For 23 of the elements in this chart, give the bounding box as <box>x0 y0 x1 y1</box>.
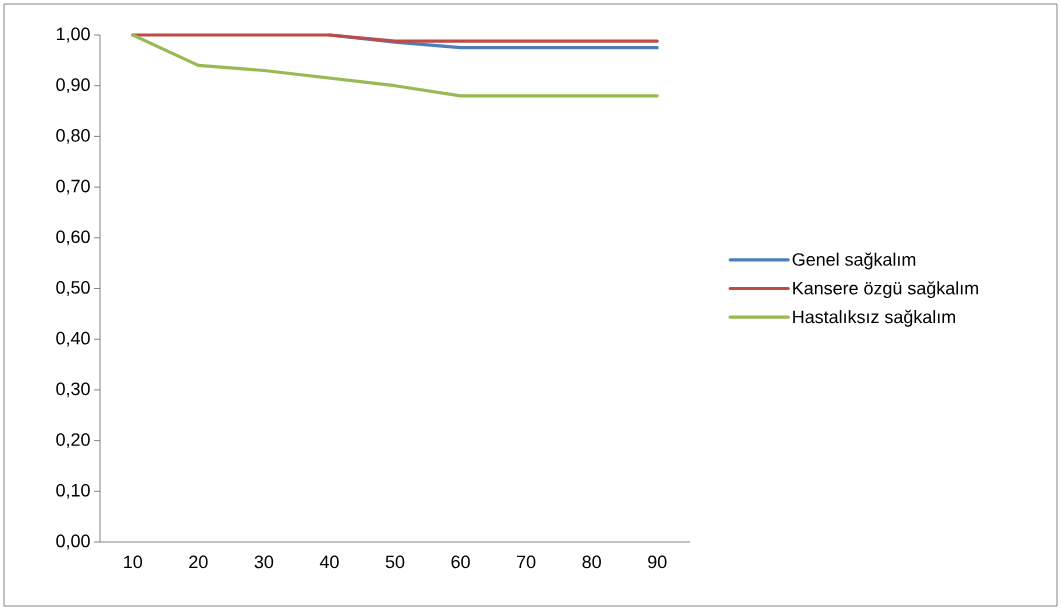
x-tick-label: 90 <box>648 555 667 569</box>
y-tick-label: 0,40 <box>56 331 90 347</box>
x-tick-label: 30 <box>254 555 274 569</box>
y-tick-label: 0,00 <box>56 534 90 550</box>
y-tick-label: 0,20 <box>56 433 90 449</box>
y-tick-label: 0,70 <box>56 179 90 195</box>
y-tick-label: 0,90 <box>56 78 90 94</box>
x-tick-label: 70 <box>517 555 536 569</box>
y-tick-label: 0,10 <box>56 483 90 499</box>
y-tick-label: 0,30 <box>56 382 90 398</box>
legend-label: Kansere özgü sağkalım <box>793 281 978 299</box>
y-tick-label: 0,50 <box>56 281 90 296</box>
y-tick-label: 0,60 <box>56 230 90 246</box>
legend-label: Hastalıksız sağkalım <box>793 309 955 327</box>
x-tick-label: 20 <box>189 555 208 569</box>
y-tick-label: 1,00 <box>56 27 90 43</box>
x-tick-label: 50 <box>385 555 405 569</box>
x-tick-label: 60 <box>451 555 470 569</box>
legend-label: Genel sağkalım <box>792 252 916 270</box>
x-tick-label: 10 <box>124 555 143 569</box>
y-tick-label: 0,80 <box>56 128 90 144</box>
x-tick-label: 40 <box>319 555 339 569</box>
x-tick-label: 80 <box>582 555 601 569</box>
